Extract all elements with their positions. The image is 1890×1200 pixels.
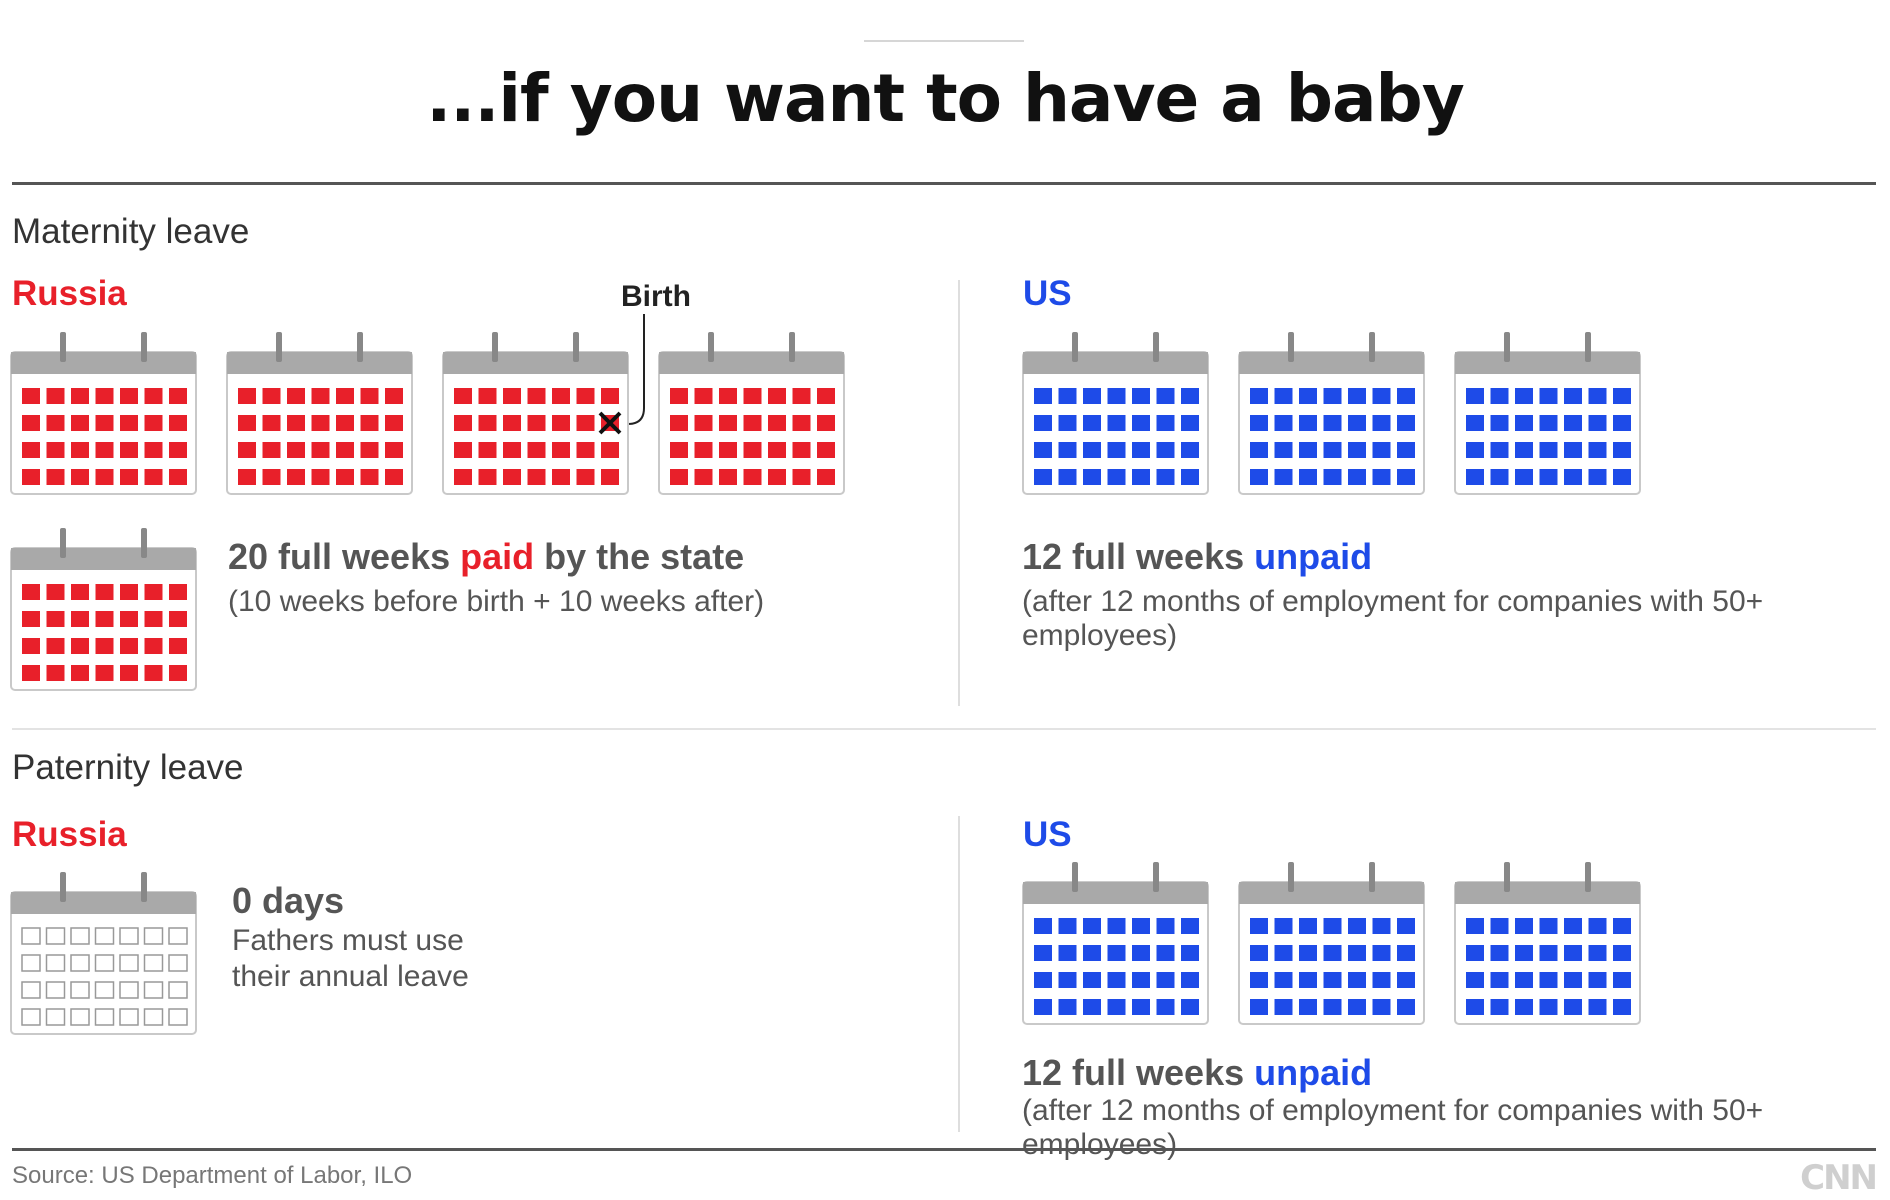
summary-prefix: 20 full weeks [228, 536, 461, 577]
maternity-heading: Maternity leave [12, 212, 250, 251]
summary-suffix: by the state [534, 536, 745, 577]
paternity-russia-detail-1: Fathers must use [232, 924, 464, 957]
unpaid-highlight: unpaid [1254, 1052, 1373, 1093]
top-accent-line [864, 40, 1024, 42]
paternity-us-summary: 12 full weeks unpaid [1022, 1052, 1372, 1094]
calendar-icon [442, 332, 630, 496]
calendar-icon [10, 332, 198, 496]
paternity-us-label: US [1023, 815, 1072, 854]
top-divider [12, 182, 1876, 185]
summary-prefix: 12 full weeks [1022, 1052, 1255, 1093]
calendar-icon [10, 872, 198, 1036]
maternity-us-label: US [1023, 274, 1072, 313]
paternity-heading: Paternity leave [12, 748, 244, 787]
maternity-us-summary: 12 full weeks unpaid [1022, 536, 1372, 578]
paternity-us-detail: (after 12 months of employment for compa… [1022, 1094, 1764, 1161]
calendar-icon [1238, 332, 1426, 496]
paid-highlight: paid [460, 536, 535, 577]
paternity-russia-detail-2: their annual leave [232, 960, 469, 993]
maternity-russia-summary: 20 full weeks paid by the state [228, 536, 744, 578]
summary-prefix: 12 full weeks [1022, 536, 1255, 577]
maternity-russia-label: Russia [12, 274, 127, 313]
calendar-icon [658, 332, 846, 496]
calendar-icon [1022, 862, 1210, 1026]
calendar-icon [1454, 862, 1642, 1026]
bottom-divider [12, 1148, 1876, 1151]
maternity-us-detail: (after 12 months of employment for compa… [1022, 585, 1764, 652]
calendar-icon [10, 528, 198, 692]
source-note: Source: US Department of Labor, ILO [12, 1162, 413, 1189]
unpaid-highlight: unpaid [1254, 536, 1373, 577]
maternity-column-divider [958, 280, 960, 706]
paternity-russia-summary: 0 days [232, 880, 345, 921]
calendar-icon [1022, 332, 1210, 496]
cnn-logo: CNN [1800, 1158, 1878, 1198]
paternity-column-divider [958, 816, 960, 1132]
calendar-icon [226, 332, 414, 496]
calendar-icon [1454, 332, 1642, 496]
paternity-russia-label: Russia [12, 815, 127, 854]
calendar-icon [1238, 862, 1426, 1026]
birth-label: Birth [621, 280, 691, 313]
page-title: ...if you want to have a baby [426, 60, 1465, 137]
section-divider [12, 728, 1876, 730]
maternity-russia-detail: (10 weeks before birth + 10 weeks after) [228, 585, 765, 618]
